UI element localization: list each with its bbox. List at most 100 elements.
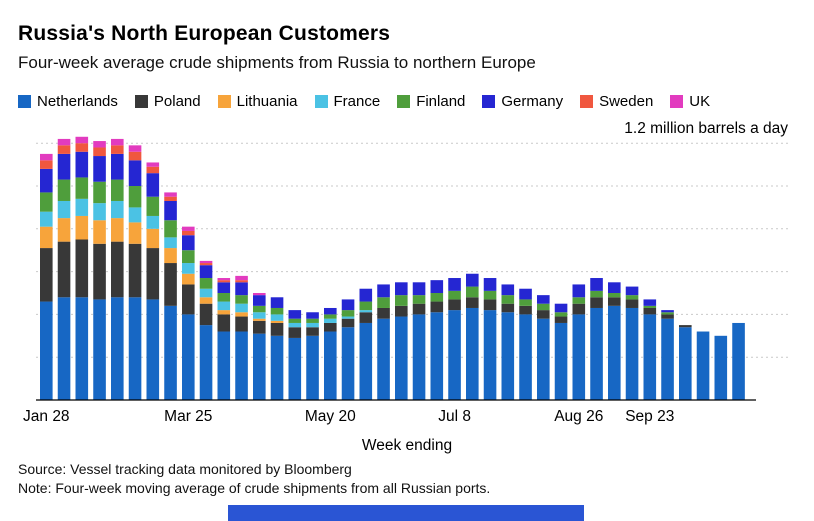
bar-segment-france [75,198,89,216]
legend-item-poland: Poland [134,93,201,110]
bar-segment-netherlands [324,331,337,400]
bar-segment-sweden [217,280,231,283]
note-line: Note: Four-week moving average of crude … [18,480,491,496]
bar-segment-germany [572,284,586,298]
bar-segment-germany [377,284,390,298]
bar-segment-finland [537,303,550,311]
bar-segment-germany [270,297,284,308]
bar-segment-france [146,215,160,229]
bar-segment-netherlands [359,322,373,400]
bar-segment-netherlands [182,314,195,400]
bar-segment-france [128,207,142,223]
bar-segment-finland [625,295,639,300]
bar-segment-germany [341,299,355,311]
bar-segment-lithuania [93,220,106,244]
bar-segment-finland [643,305,657,308]
bar-aug-26 [572,284,586,400]
legend-label: Poland [153,93,201,110]
bar-segment-germany [430,280,444,293]
bottom-blue-strip [228,505,584,521]
bar-segment-netherlands [288,337,302,400]
bar-segment-finland [448,290,461,300]
bar-segment-lithuania [199,297,213,304]
bar-segment-germany [75,151,89,178]
bar-apr-22 [253,293,266,400]
bar-segment-lithuania [164,248,177,264]
bar-segment-uk [40,153,53,161]
bar-segment-finland [57,179,71,201]
bar-jan-28 [40,153,53,400]
bar-segment-poland [235,316,248,332]
bar-oct-28 [732,322,745,400]
bar-segment-finland [164,220,177,238]
bar-segment-netherlands [430,312,444,400]
bar-segment-germany [359,288,373,302]
bar-segment-germany [554,303,568,313]
bar-segment-uk [217,278,231,281]
bar-segment-sweden [75,143,89,152]
x-tick-label: Sep 23 [625,408,674,425]
bar-segment-lithuania [57,218,71,242]
bar-may-27 [341,299,355,400]
bar-segment-uk [128,145,142,152]
bar-segment-netherlands [146,299,160,400]
bar-segment-uk [164,192,177,197]
bar-segment-france [288,322,302,328]
bar-segment-germany [395,282,408,296]
bar-segment-netherlands [40,301,53,400]
x-tick-label: Mar 25 [164,408,212,425]
bar-segment-sweden [146,166,160,174]
bar-segment-poland [288,327,302,338]
bar-segment-poland [395,305,408,317]
bar-segment-germany [448,278,461,291]
legend-swatch-france [314,95,328,108]
bar-segment-finland [182,250,195,264]
bar-oct-21 [714,335,728,400]
bar-segment-poland [661,314,674,319]
x-tick-label: Aug 26 [554,408,603,425]
bar-segment-finland [111,179,124,201]
legend-label: Lithuania [236,93,298,110]
bar-segment-poland [253,320,266,334]
bar-segment-netherlands [537,318,550,400]
bar-segment-poland [466,297,479,308]
bar-sep-23 [643,299,657,400]
bar-segment-netherlands [519,314,532,400]
bar-segment-france [324,318,337,323]
bar-segment-finland [306,318,319,323]
bar-segment-finland [199,278,213,289]
bar-segment-lithuania [270,320,284,323]
bar-jul-8 [448,278,461,400]
bar-segment-netherlands [111,297,124,400]
bar-segment-netherlands [608,305,621,400]
bar-feb-25 [111,138,124,400]
legend-label: France [333,93,381,110]
bar-segment-france [235,303,248,313]
x-tick-label: Jul 8 [438,408,471,425]
bar-segment-france [164,237,177,249]
bar-segment-poland [590,297,603,308]
bar-segment-germany [253,295,266,306]
legend-item-uk: UK [670,93,710,110]
bar-jul-29 [501,284,515,400]
bar-apr-1 [199,260,213,400]
bar-segment-france [182,263,195,274]
legend-swatch-uk [670,95,684,108]
bar-segment-poland [377,307,390,319]
bar-segment-germany [466,273,479,287]
bar-segment-germany [217,282,231,293]
bar-segment-germany [111,153,124,180]
bar-segment-netherlands [554,322,568,400]
bar-segment-germany [661,310,674,313]
bar-segment-germany [501,284,515,296]
bar-segment-germany [324,307,337,315]
bar-segment-netherlands [306,335,319,400]
bar-segment-germany [519,288,532,300]
bar-apr-15 [235,275,248,400]
bar-segment-uk [182,226,195,231]
bar-mar-25 [182,226,195,400]
bar-jul-15 [466,273,479,400]
legend-label: UK [689,93,711,110]
bar-segment-finland [324,314,337,319]
